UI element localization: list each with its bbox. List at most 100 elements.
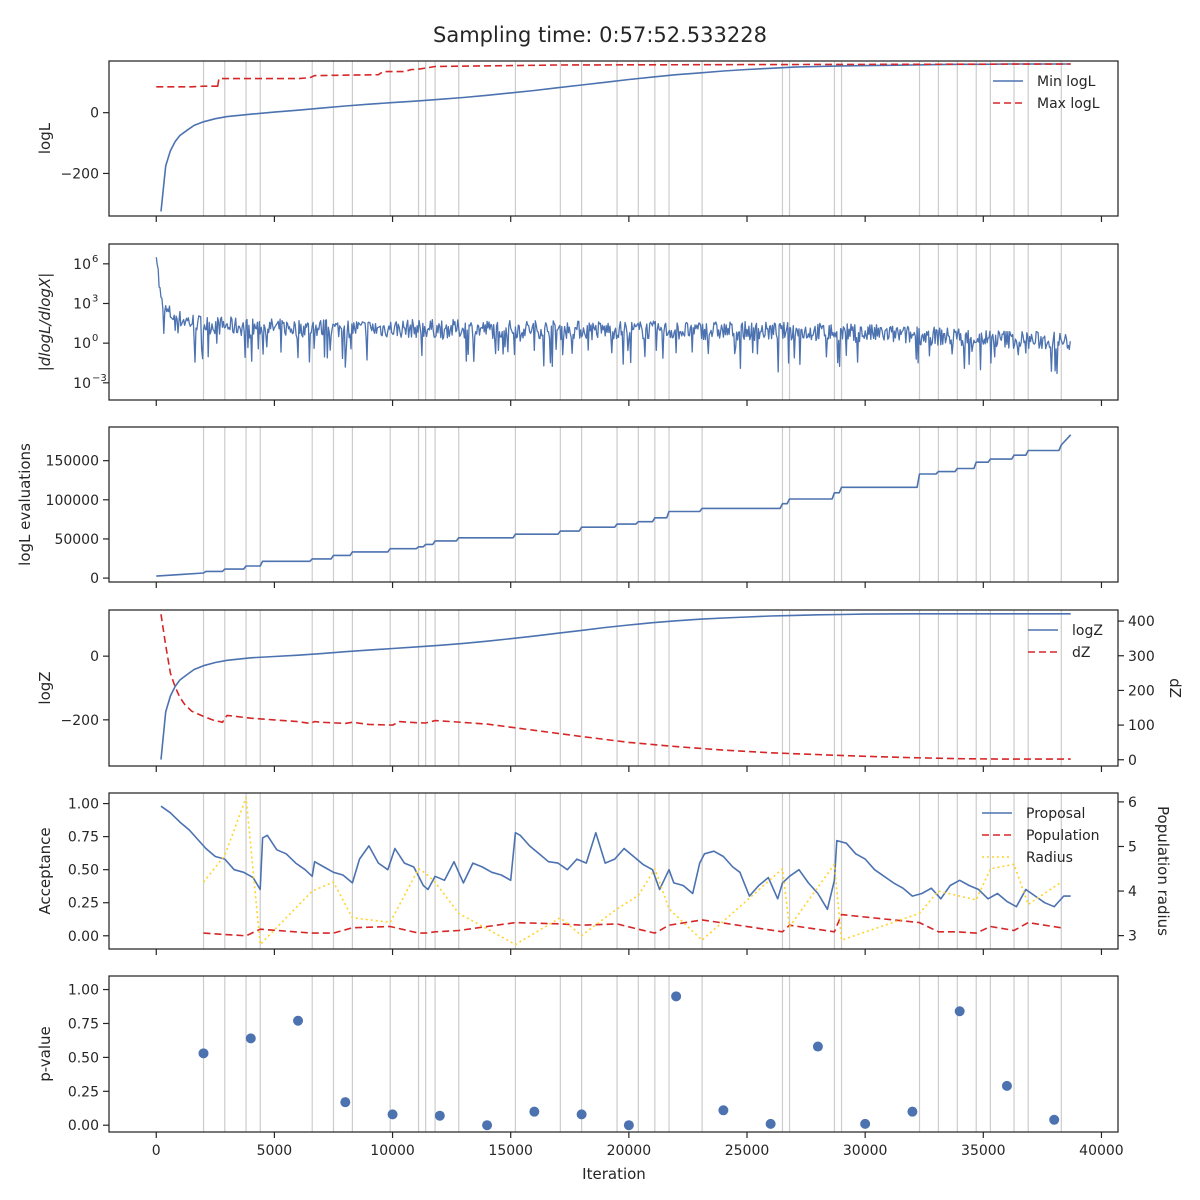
- y-tick-label: 0: [90, 571, 99, 587]
- y-tick-label: 100000: [46, 493, 99, 509]
- plot-frame: [108, 243, 1119, 401]
- y-tick-label: 0.75: [68, 830, 99, 846]
- x-tick-label: 20000: [607, 1143, 652, 1159]
- p-value-point: [293, 1015, 304, 1026]
- y-axis-label: logZ: [36, 671, 54, 704]
- y-axis-label: Acceptance: [36, 827, 54, 914]
- y-axis-label: |dlogL/dlogX|: [36, 273, 54, 372]
- p-value-point: [671, 991, 682, 1002]
- y-tick-label: 0.75: [68, 1016, 99, 1032]
- y-right-axis-label: Population radius: [1154, 806, 1172, 936]
- p-value-point: [529, 1106, 540, 1117]
- y-right-tick-label: 6: [1128, 795, 1137, 811]
- series-line-population: [203, 913, 1062, 937]
- p-value-point: [1049, 1114, 1060, 1125]
- y-tick-label: 1.00: [68, 983, 99, 999]
- series-line-logl_evaluations: [156, 434, 1072, 577]
- y-right-tick-label: 4: [1128, 884, 1137, 900]
- y-right-tick-label: 0: [1128, 753, 1137, 769]
- y-tick-label: 50000: [54, 532, 99, 548]
- y-tick-label: 0.25: [68, 896, 99, 912]
- y-tick-label: 0.50: [68, 863, 99, 879]
- y-right-tick-label: 400: [1128, 614, 1155, 630]
- p-value-point: [812, 1041, 823, 1052]
- y-right-tick-label: 300: [1128, 649, 1155, 665]
- panel-logZ: 0 −200 0 100 200 300 400 logZ dZ logZ dZ: [36, 609, 1184, 772]
- p-value-point: [765, 1118, 776, 1129]
- plot-frame: [108, 792, 1119, 950]
- p-value-point: [954, 1006, 965, 1017]
- y-right-tick-label: 3: [1128, 929, 1137, 945]
- y-tick-exponent: 6: [92, 254, 98, 265]
- y-tick-label: 0.50: [68, 1050, 99, 1066]
- plot-frame: [108, 60, 1119, 217]
- series-line-dlogL: [155, 257, 1071, 375]
- x-tick-label: 35000: [961, 1143, 1006, 1159]
- legend-label: Min logL: [1037, 74, 1096, 90]
- y-tick-label: −200: [61, 713, 99, 729]
- x-tick-label: 10000: [370, 1143, 415, 1159]
- legend-label: Population: [1026, 828, 1100, 844]
- y-tick-label: 150000: [46, 454, 99, 470]
- y-tick-label: 10: [73, 336, 91, 352]
- series-line-proposal: [160, 805, 1071, 911]
- legend-label: Radius: [1026, 850, 1073, 866]
- y-right-tick-label: 200: [1128, 683, 1155, 699]
- y-axis-label: p-value: [36, 1026, 54, 1082]
- y-tick-exponent: 0: [92, 333, 98, 344]
- p-value-point: [482, 1120, 493, 1131]
- y-tick-label: 0.25: [68, 1084, 99, 1100]
- x-tick-label: 5000: [257, 1143, 293, 1159]
- panel-acceptance: 0.00 0.25 0.50 0.75 1.00 3 4 5 6 Acceptance Popula…: [36, 792, 1172, 955]
- legend: Proposal Population Radius: [982, 806, 1100, 866]
- p-value-point: [576, 1109, 587, 1120]
- y-tick-exponent: −3: [92, 373, 107, 384]
- x-tick-label: 30000: [843, 1143, 888, 1159]
- series-line-max-logl: [156, 63, 1071, 88]
- y-right-tick-label: 5: [1128, 839, 1137, 855]
- p-value-point: [1001, 1080, 1012, 1091]
- y-tick-label: 0.00: [68, 929, 99, 945]
- p-value-point: [718, 1105, 729, 1116]
- y-tick-label: 0: [90, 649, 99, 665]
- legend: logZ dZ: [1028, 623, 1103, 661]
- legend: Min logL Max logL: [993, 74, 1100, 112]
- p-value-point: [340, 1097, 351, 1108]
- panel-p_value: 0 5000 10000 15000 20000 25000 30000 35000 40000…: [36, 975, 1124, 1159]
- p-value-point: [860, 1118, 871, 1129]
- y-tick-label: 10: [73, 296, 91, 312]
- y-tick-label: 0.00: [68, 1118, 99, 1134]
- y-tick-label: 0: [90, 106, 99, 122]
- p-value-point: [245, 1033, 256, 1044]
- series-line-radius: [202, 796, 1062, 946]
- series-line-min-logl: [160, 63, 1071, 212]
- p-value-point: [198, 1048, 209, 1059]
- legend-label: logZ: [1072, 623, 1103, 639]
- x-axis-label: Iteration: [582, 1165, 646, 1183]
- legend-label: dZ: [1072, 645, 1090, 661]
- x-tick-label: 0: [152, 1143, 161, 1159]
- p-value-point: [434, 1110, 445, 1121]
- series-line-dz: [160, 614, 1071, 760]
- y-tick-exponent: 3: [92, 293, 98, 304]
- plot-frame: [108, 975, 1119, 1133]
- y-tick-label: 1.00: [68, 797, 99, 813]
- plot-frame: [108, 426, 1119, 583]
- p-value-point: [623, 1120, 634, 1131]
- figure-title: Sampling time: 0:57:52.533228: [433, 23, 767, 47]
- y-axis-label: logL evaluations: [16, 443, 34, 566]
- series-line-logz: [160, 612, 1071, 760]
- panel-logl_evaluations: 0 50000 100000 150000 logL evaluations: [16, 426, 1119, 588]
- panel-logL: 0 −200 logL Min logL Max logL: [36, 60, 1119, 222]
- y-tick-label: −200: [61, 166, 99, 182]
- p-value-point: [387, 1109, 398, 1120]
- legend-label: Proposal: [1026, 806, 1085, 822]
- y-right-tick-label: 100: [1128, 718, 1155, 734]
- p-value-point: [907, 1106, 918, 1117]
- x-tick-label: 40000: [1079, 1143, 1124, 1159]
- y-right-axis-label: dZ: [1166, 678, 1184, 698]
- y-tick-label: 10: [73, 257, 91, 273]
- y-tick-label: 10: [73, 376, 91, 392]
